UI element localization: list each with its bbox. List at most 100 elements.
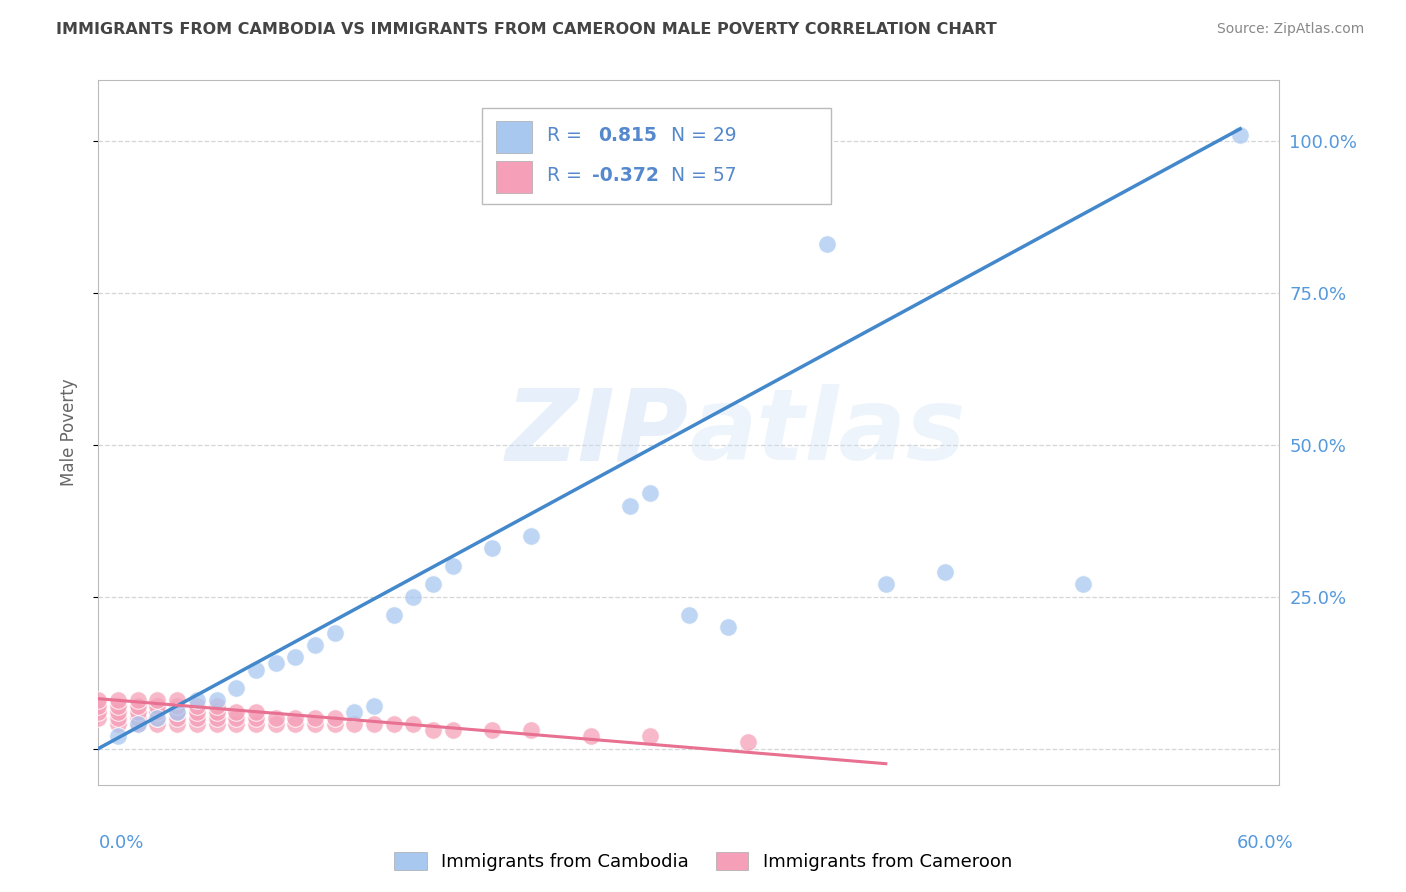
Point [402,717,425,731]
Point [363,698,385,713]
Point [737,735,759,749]
Point [284,650,307,665]
Point [323,626,346,640]
Text: IMMIGRANTS FROM CAMBODIA VS IMMIGRANTS FROM CAMEROON MALE POVERTY CORRELATION CH: IMMIGRANTS FROM CAMBODIA VS IMMIGRANTS F… [56,22,997,37]
Point [304,638,326,652]
Point [225,705,247,719]
Text: 0.0%: 0.0% [98,834,143,852]
Point [87,705,110,719]
Point [225,717,247,731]
Point [107,717,129,731]
Point [186,717,208,731]
Point [245,717,267,731]
Point [205,711,228,725]
Text: N = 29: N = 29 [659,126,737,145]
Point [875,577,897,591]
Point [520,723,543,738]
Point [402,590,425,604]
Point [678,607,700,622]
Point [363,717,385,731]
Point [205,693,228,707]
Point [245,705,267,719]
Text: R =: R = [547,126,595,145]
Point [245,663,267,677]
Point [146,693,169,707]
Point [146,711,169,725]
Point [343,705,366,719]
Point [264,711,287,725]
Point [382,607,405,622]
Point [166,693,188,707]
Point [107,705,129,719]
Point [87,698,110,713]
Point [127,693,149,707]
Point [245,711,267,725]
Point [323,711,346,725]
Point [284,711,307,725]
Point [225,711,247,725]
Point [107,730,129,744]
Point [107,711,129,725]
Point [166,717,188,731]
FancyBboxPatch shape [482,109,831,203]
Point [107,693,129,707]
Point [441,723,464,738]
Point [186,698,208,713]
Bar [496,121,531,153]
Point [186,711,208,725]
Point [146,698,169,713]
Point [146,705,169,719]
Point [1229,128,1251,142]
Point [166,705,188,719]
Text: -0.372: -0.372 [592,166,659,185]
Point [481,723,503,738]
Point [441,559,464,574]
Point [579,730,602,744]
Point [146,711,169,725]
Point [638,730,661,744]
Point [186,693,208,707]
Point [166,711,188,725]
Point [127,711,149,725]
Point [323,717,346,731]
Point [264,657,287,671]
Point [304,711,326,725]
Point [127,698,149,713]
Point [815,237,838,252]
Point [382,717,405,731]
Point [343,717,366,731]
Text: atlas: atlas [689,384,966,481]
Point [225,681,247,695]
Text: 60.0%: 60.0% [1237,834,1294,852]
Point [1071,577,1094,591]
Point [166,705,188,719]
Point [205,705,228,719]
Point [205,698,228,713]
Text: N = 57: N = 57 [659,166,737,185]
Point [87,711,110,725]
Point [481,541,503,555]
Point [107,698,129,713]
Point [127,705,149,719]
Point [127,717,149,731]
Text: Source: ZipAtlas.com: Source: ZipAtlas.com [1216,22,1364,37]
Point [166,698,188,713]
Point [205,717,228,731]
Text: 0.815: 0.815 [598,126,657,145]
Point [264,717,287,731]
Point [717,620,740,634]
Point [284,717,307,731]
Point [619,499,641,513]
Y-axis label: Male Poverty: Male Poverty [59,379,77,486]
Point [422,723,444,738]
Legend: Immigrants from Cambodia, Immigrants from Cameroon: Immigrants from Cambodia, Immigrants fro… [387,845,1019,879]
Point [422,577,444,591]
Bar [496,161,531,193]
Point [638,486,661,500]
Text: R =: R = [547,166,588,185]
Point [520,529,543,543]
Point [186,705,208,719]
Point [87,693,110,707]
Point [127,717,149,731]
Point [934,566,956,580]
